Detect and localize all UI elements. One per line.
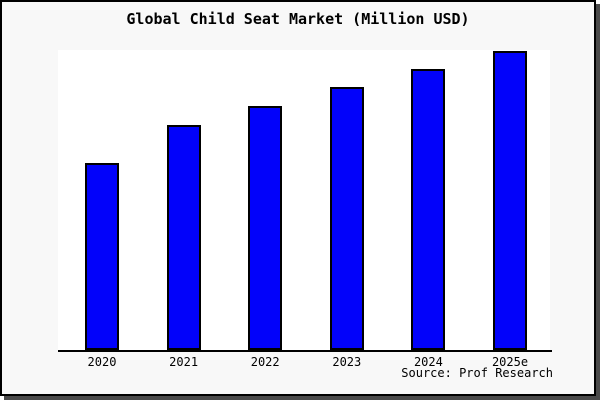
- x-tick-label-2024: 2024: [413, 355, 443, 369]
- x-tick-label-2022: 2022: [250, 355, 280, 369]
- bar-2022: [248, 106, 283, 350]
- x-axis-line: [58, 350, 552, 352]
- x-tick-label-2025e: 2025e: [491, 355, 529, 369]
- bar-2023: [329, 86, 364, 350]
- bar-2020: [85, 163, 119, 350]
- bar-2024: [411, 68, 446, 350]
- x-tick-label-2021: 2021: [169, 355, 199, 369]
- bar-2021: [166, 124, 201, 350]
- bar-2025e: [493, 51, 527, 350]
- plot-area: [58, 50, 550, 350]
- x-tick-label-2020: 2020: [87, 355, 117, 369]
- source-credit: Source: Prof Research: [401, 366, 553, 380]
- x-tick-label-2023: 2023: [332, 355, 362, 369]
- chart-title: Global Child Seat Market (Million USD): [126, 10, 470, 28]
